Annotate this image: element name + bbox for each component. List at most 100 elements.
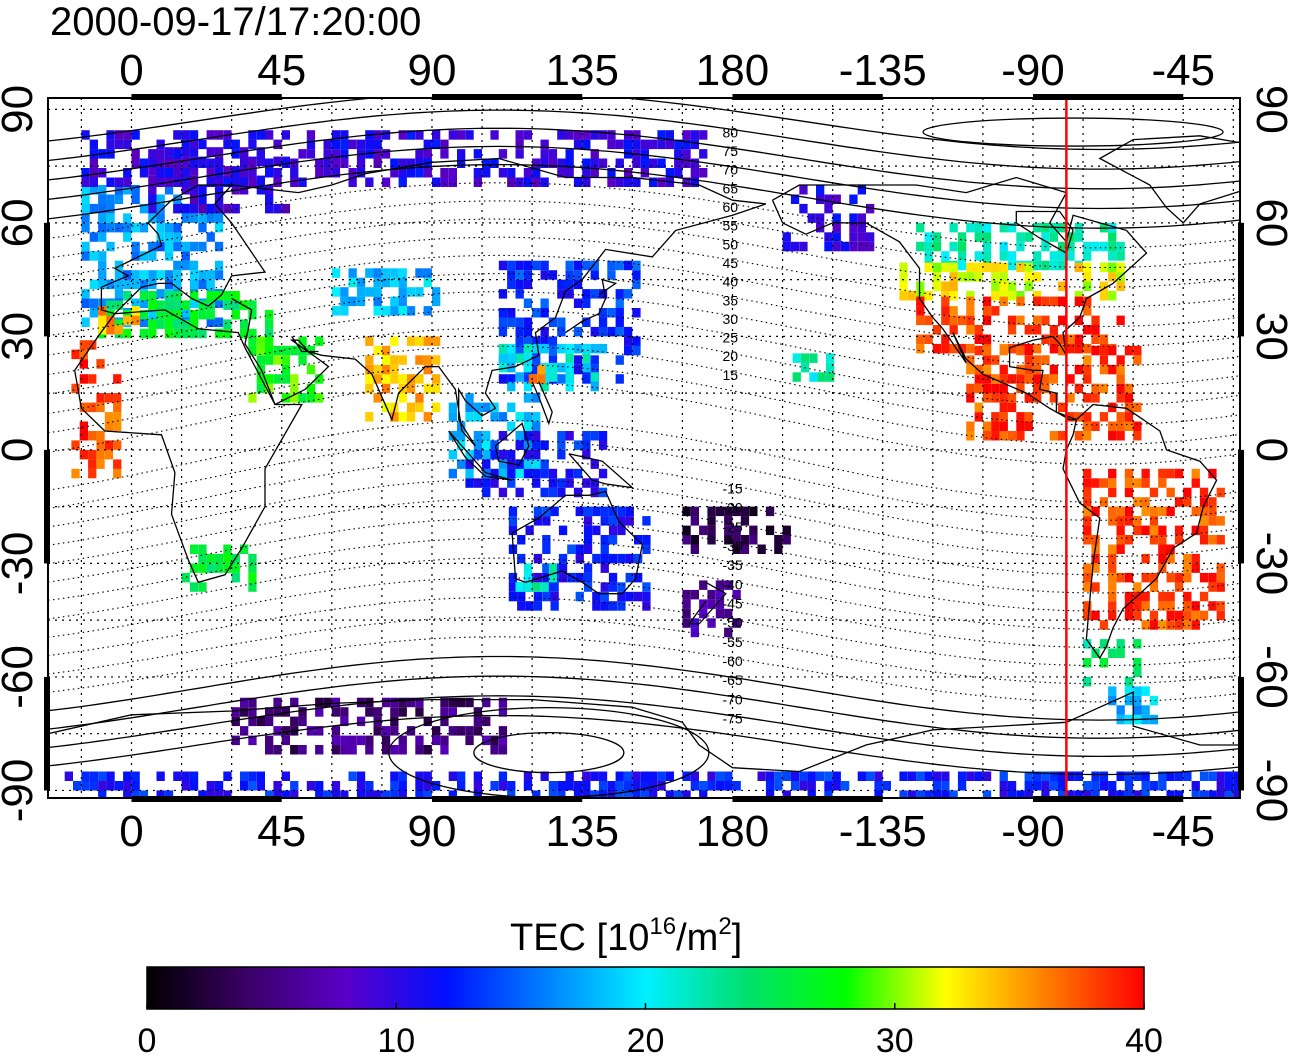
top-lon-label: 90 xyxy=(408,46,457,95)
tec-cell xyxy=(306,726,316,736)
tec-cell xyxy=(1091,648,1100,658)
tec-cell xyxy=(598,790,608,798)
tec-cell xyxy=(106,325,115,335)
tec-cell xyxy=(732,525,741,536)
tec-cell xyxy=(523,336,533,346)
tec-cell xyxy=(164,222,174,233)
tec-cell xyxy=(557,781,566,791)
tec-cell xyxy=(1133,695,1142,706)
mlat-label: -35 xyxy=(722,557,742,573)
tec-cell xyxy=(732,535,741,545)
tec-cell xyxy=(916,334,925,344)
tec-cell xyxy=(507,168,516,178)
tec-cell xyxy=(365,287,374,297)
tec-cell xyxy=(298,177,307,187)
tec-cell xyxy=(381,306,391,316)
tec-cell xyxy=(1208,572,1217,583)
tec-cell xyxy=(1133,601,1142,611)
tec-cell xyxy=(941,262,950,273)
tec-cell xyxy=(440,697,449,708)
tec-cell xyxy=(974,402,983,413)
tec-cell xyxy=(290,697,299,708)
tec-cell xyxy=(600,582,609,592)
tec-cell xyxy=(340,158,349,168)
tec-cell xyxy=(941,296,950,307)
tec-cell xyxy=(373,296,382,307)
bottom-lon-label: 180 xyxy=(696,807,769,856)
tec-cell xyxy=(415,735,424,746)
tec-cell xyxy=(515,326,524,337)
tec-cell xyxy=(533,553,543,564)
tec-cell xyxy=(1083,325,1092,335)
tec-cell xyxy=(71,349,80,360)
tec-cell xyxy=(1133,497,1142,507)
tec-cell xyxy=(1124,516,1134,526)
tec-cell xyxy=(573,130,583,140)
tec-cell xyxy=(699,781,708,791)
tec-cell xyxy=(348,139,357,150)
tec-cell xyxy=(131,185,140,195)
tec-cell xyxy=(1083,296,1092,307)
tec-cell xyxy=(1083,343,1092,354)
colorbar-tick-label: 20 xyxy=(627,1022,665,1057)
mlat-label: 25 xyxy=(722,330,738,346)
tec-cell xyxy=(1033,260,1042,271)
tec-cell xyxy=(565,771,574,781)
tec-cell xyxy=(1033,296,1042,307)
mlat-contour xyxy=(48,714,1240,776)
tec-cell xyxy=(932,241,942,252)
tec-cell xyxy=(507,421,516,431)
tec-cell xyxy=(1058,241,1067,252)
tec-cell xyxy=(1058,251,1067,261)
tec-cell xyxy=(1074,334,1083,344)
tec-cell xyxy=(164,328,174,339)
tec-cell xyxy=(98,781,107,791)
tec-cell xyxy=(290,716,299,727)
tec-cell xyxy=(1116,535,1125,545)
tec-cell xyxy=(114,289,124,299)
tec-cell xyxy=(131,306,140,316)
tec-cell xyxy=(1058,296,1067,307)
tec-cell xyxy=(557,158,566,168)
tec-cell xyxy=(181,177,190,187)
tec-cell xyxy=(598,308,608,318)
tec-cell xyxy=(523,393,533,403)
tec-cell xyxy=(507,177,516,187)
tec-cell xyxy=(113,402,122,413)
tec-cell xyxy=(356,139,366,150)
tec-cell xyxy=(490,745,499,755)
tec-cell xyxy=(131,130,140,140)
tec-cell xyxy=(1007,291,1017,301)
tec-cell xyxy=(398,697,407,708)
tec-cell xyxy=(1108,781,1117,791)
tec-cell xyxy=(615,260,624,271)
tec-region-usa-north xyxy=(899,262,1125,301)
tec-cell xyxy=(724,781,733,791)
tec-cell xyxy=(490,440,499,450)
tec-cell xyxy=(89,232,98,242)
tec-cell xyxy=(682,130,691,140)
tec-cell xyxy=(999,383,1008,394)
tec-cell xyxy=(290,745,299,755)
tec-cell xyxy=(231,716,240,727)
tec-cell xyxy=(949,325,958,335)
tec-cell xyxy=(1199,516,1209,526)
tec-cell xyxy=(640,790,649,798)
tec-cell xyxy=(1066,790,1075,798)
tec-cell xyxy=(189,260,199,271)
tec-cell xyxy=(1041,383,1050,394)
tec-cell xyxy=(131,781,140,791)
tec-cell xyxy=(381,726,391,736)
tec-cell xyxy=(590,459,599,469)
tec-cell xyxy=(189,771,199,781)
tec-cell xyxy=(540,440,549,450)
tec-cell xyxy=(156,177,165,187)
tec-cell xyxy=(1166,468,1175,479)
tec-cell xyxy=(223,563,232,573)
tec-cell xyxy=(98,213,107,223)
tec-cell xyxy=(640,781,649,791)
tec-cell xyxy=(173,241,182,252)
tec-cell xyxy=(104,412,114,422)
tec-cell xyxy=(515,468,524,479)
tec-cell xyxy=(1091,582,1100,592)
